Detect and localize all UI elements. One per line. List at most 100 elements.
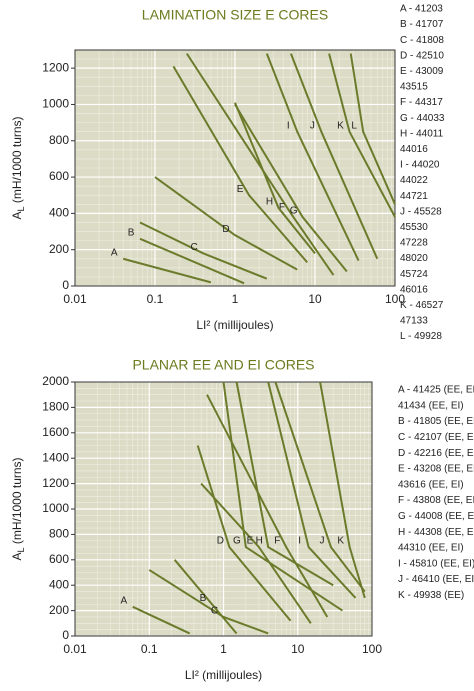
y-tick-label: 600 bbox=[49, 552, 69, 566]
x-tick-label: 1 bbox=[232, 292, 239, 306]
side-label: G - 44008 (EE, EI) bbox=[398, 511, 474, 522]
x-tick-label: 0.01 bbox=[63, 292, 87, 306]
curve bbox=[265, 53, 360, 262]
side-label: I - 45810 (EE, EI) bbox=[398, 558, 474, 569]
y-axis-label-part: A bbox=[10, 553, 24, 561]
y-tick-label: 200 bbox=[49, 603, 69, 617]
curve-label: A bbox=[120, 595, 127, 606]
side-label: E - 43208 (EE, EI) bbox=[398, 464, 474, 475]
y-tick-label: 400 bbox=[49, 206, 69, 220]
side-label: 47228 bbox=[400, 238, 428, 249]
y-tick-label: 400 bbox=[49, 577, 69, 591]
x-tick-label: 0.01 bbox=[63, 642, 87, 656]
curve bbox=[349, 53, 396, 205]
curve bbox=[185, 53, 335, 276]
curve-label: D bbox=[222, 224, 229, 235]
curve bbox=[319, 381, 366, 599]
y-tick-label: 800 bbox=[49, 527, 69, 541]
chart-title: LAMINATION SIZE E CORES bbox=[142, 7, 328, 23]
curve bbox=[289, 53, 379, 260]
curve bbox=[234, 102, 316, 254]
y-tick-label: 0 bbox=[62, 278, 69, 292]
y-axis-label-part: (mH/1000 turns) bbox=[10, 457, 24, 547]
y-tick-label: 1000 bbox=[42, 97, 69, 111]
x-tick-label: 10 bbox=[291, 642, 305, 656]
x-tick-label: 100 bbox=[385, 292, 405, 306]
side-label: B - 41707 bbox=[400, 19, 444, 30]
curve bbox=[139, 237, 245, 285]
side-label: 44310 (EE, EI) bbox=[398, 543, 464, 554]
y-tick-label: 1800 bbox=[42, 400, 69, 414]
side-label: G - 44033 bbox=[400, 113, 445, 124]
x-axis-label: LI² (millijoules) bbox=[185, 668, 262, 682]
x-tick-label: 1 bbox=[220, 642, 227, 656]
curve bbox=[267, 381, 357, 599]
curve bbox=[234, 103, 348, 273]
y-tick-label: 800 bbox=[49, 133, 69, 147]
y-axis-label: AL (mH/1000 turns) bbox=[10, 116, 26, 219]
curve bbox=[200, 482, 312, 624]
curve-label: K bbox=[337, 120, 344, 131]
side-label: 47133 bbox=[400, 316, 428, 327]
side-label: H - 44011 bbox=[400, 128, 444, 139]
side-label: 44022 bbox=[400, 175, 428, 186]
curve-label: F bbox=[274, 536, 280, 547]
curve-label: J bbox=[310, 120, 315, 131]
y-tick-label: 1200 bbox=[42, 60, 69, 74]
curve-label: B bbox=[200, 593, 207, 604]
side-label: C - 41808 bbox=[400, 35, 444, 46]
y-tick-label: 200 bbox=[49, 242, 69, 256]
curve-label: G bbox=[290, 206, 298, 217]
curve-label: D bbox=[217, 536, 224, 547]
side-label: D - 42216 (EE, EI) bbox=[398, 448, 474, 459]
y-tick-label: 1000 bbox=[42, 501, 69, 515]
x-tick-label: 0.1 bbox=[141, 642, 158, 656]
curve bbox=[173, 559, 238, 635]
curve-label: E bbox=[247, 536, 254, 547]
y-tick-label: 600 bbox=[49, 169, 69, 183]
curve-label: I bbox=[287, 120, 290, 131]
side-label: 46016 bbox=[400, 284, 428, 295]
side-label: J - 45528 bbox=[400, 206, 442, 217]
side-label: 48020 bbox=[400, 253, 428, 264]
side-label: 45724 bbox=[400, 269, 428, 280]
side-label: K - 46527 bbox=[400, 300, 444, 311]
curve bbox=[148, 569, 269, 635]
side-label: I - 44020 bbox=[400, 160, 440, 171]
side-label: H - 44308 (EE, EI) bbox=[398, 527, 474, 538]
side-label: 43515 bbox=[400, 82, 428, 93]
curve bbox=[274, 381, 366, 593]
side-label: 44016 bbox=[400, 144, 428, 155]
curve bbox=[139, 221, 268, 280]
curve-label: E bbox=[237, 184, 244, 195]
curve bbox=[154, 176, 298, 271]
curve bbox=[172, 65, 309, 264]
side-label: F - 44317 bbox=[400, 97, 443, 108]
side-label: L - 49928 bbox=[400, 331, 442, 342]
curve-label: H bbox=[256, 536, 263, 547]
curve-label: K bbox=[337, 536, 344, 547]
side-label: C - 42107 (EE, EI) bbox=[398, 432, 474, 443]
y-axis-label-part: (mH/1000 turns) bbox=[10, 116, 24, 206]
side-label: F - 43808 (EE, EI) bbox=[398, 495, 474, 506]
x-tick-label: 100 bbox=[362, 642, 382, 656]
chart-title: PLANAR EE AND EI CORES bbox=[132, 357, 314, 373]
curve bbox=[222, 381, 344, 612]
curve-label: C bbox=[191, 242, 198, 253]
x-tick-label: 10 bbox=[308, 292, 322, 306]
side-label: 41434 (EE, EI) bbox=[398, 400, 464, 411]
curve bbox=[122, 257, 212, 284]
side-label: 43616 (EE, EI) bbox=[398, 479, 464, 490]
curve bbox=[196, 445, 292, 622]
curve bbox=[206, 394, 329, 618]
y-tick-label: 0 bbox=[62, 628, 69, 642]
curve-label: H bbox=[266, 197, 273, 208]
y-tick-label: 2000 bbox=[42, 374, 69, 388]
curve bbox=[328, 53, 396, 218]
curve-label: F bbox=[279, 202, 285, 213]
x-tick-label: 0.1 bbox=[147, 292, 164, 306]
y-tick-label: 1600 bbox=[42, 425, 69, 439]
curve bbox=[235, 381, 334, 587]
curve-label: J bbox=[319, 536, 324, 547]
y-axis-label: AL (mH/1000 turns) bbox=[10, 457, 26, 560]
